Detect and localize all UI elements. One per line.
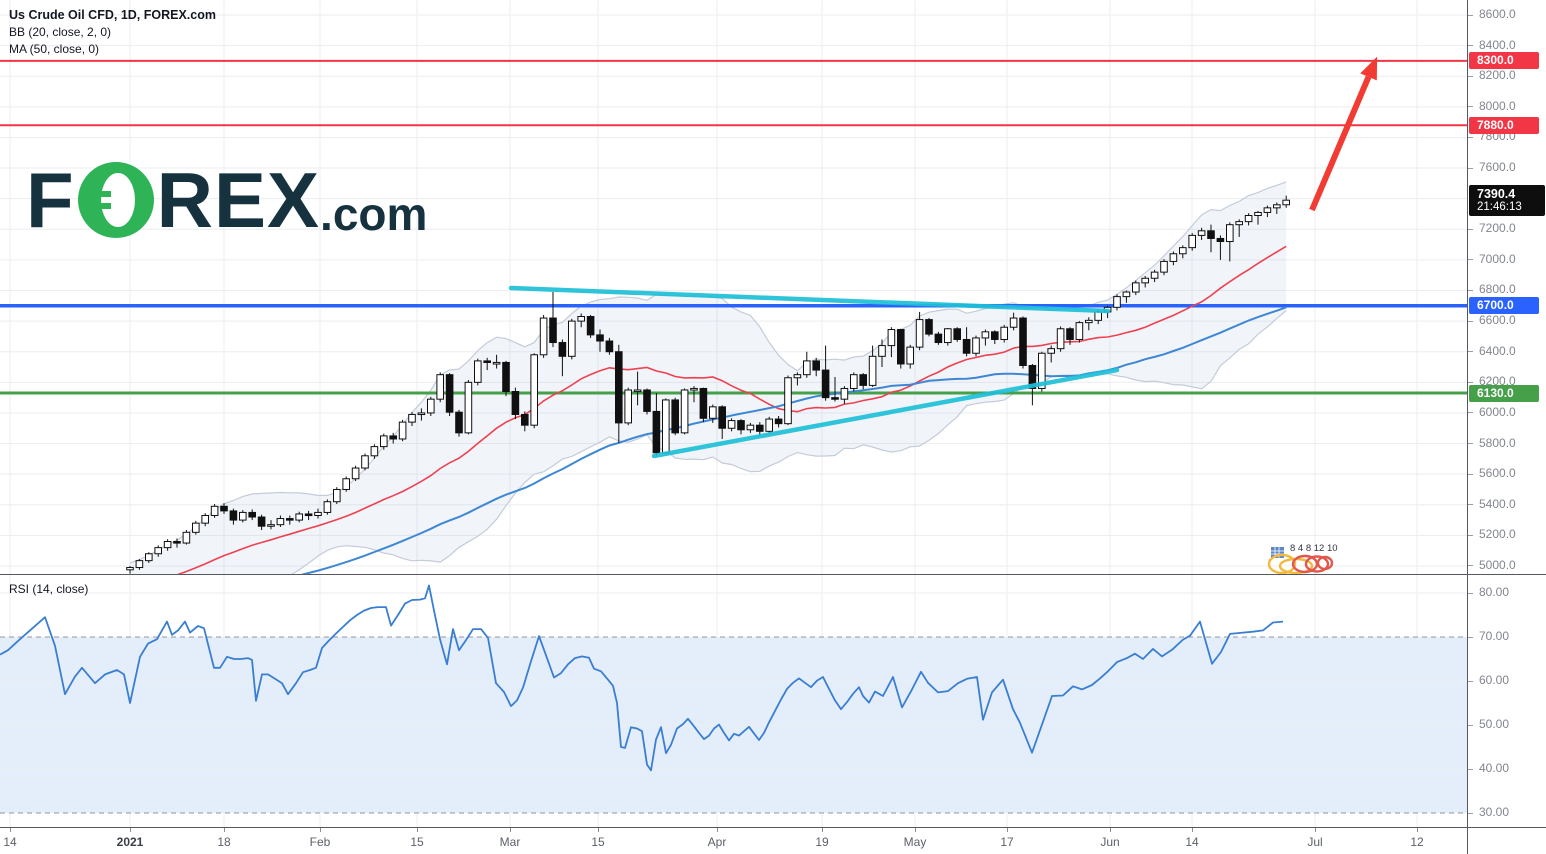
price-tick-6000: 6000.0 [1479, 404, 1516, 419]
price-tick-7200: 7200.0 [1479, 221, 1516, 236]
price-tick-6600: 6600.0 [1479, 313, 1516, 328]
price-tick-5800: 5800.0 [1479, 435, 1516, 450]
projection-arrow-head [1360, 56, 1378, 81]
time-tick-Jun: Jun [1100, 835, 1120, 849]
symbol-title[interactable]: Us Crude Oil CFD, 1D, FOREX.com [9, 8, 216, 22]
time-tick-Jul: Jul [1307, 835, 1323, 849]
forex-logo-o-icon [77, 162, 154, 238]
rsi-pane[interactable] [0, 575, 1467, 827]
price-tick-8600: 8600.0 [1479, 7, 1516, 21]
price-axis[interactable]: 8600.0 8400.0 8200.0 8000.0 7800.0 7600.0 7200… [1468, 0, 1546, 854]
horizontal-levels[interactable] [0, 59, 1467, 395]
time-tick-14: 14 [1185, 835, 1199, 849]
rsi-indicator-label[interactable]: RSI (14, close) [9, 582, 89, 596]
price-grid [0, 0, 1467, 575]
time-tick-12: 12 [1410, 835, 1424, 849]
price-level-badge-6130[interactable]: 6130.0 [1469, 384, 1539, 402]
price-level-badge-7880[interactable]: 7880.0 [1469, 116, 1539, 134]
rsi-tick-50: 50.00 [1479, 717, 1510, 731]
rsi-tick-40: 40.00 [1479, 761, 1510, 775]
current-price-badge: 7390.4 21:46:13 [1469, 185, 1545, 217]
time-tick-14: 14 [3, 835, 17, 849]
indicator-ma-label[interactable]: MA (50, close, 0) [9, 41, 100, 56]
price-axis-border [1467, 0, 1468, 854]
time-tick-2021: 2021 [116, 835, 144, 849]
time-tick-Apr: Apr [707, 835, 727, 849]
price-tick-8400: 8400.0 [1479, 37, 1516, 52]
time-tick-19: 19 [815, 835, 829, 849]
chart-legend: Us Crude Oil CFD, 1D, FOREX.com BB (20, … [9, 7, 216, 57]
price-tick-5000: 5000.0 [1479, 557, 1516, 572]
candles [126, 195, 1291, 574]
time-tick-Mar: Mar [499, 835, 521, 849]
price-pane[interactable] [0, 0, 1467, 575]
logo-letter-f: F [26, 156, 75, 244]
logo-dot-com: .com [320, 188, 428, 240]
rsi-tick-70: 70.00 [1479, 629, 1510, 643]
watermark-emblem: 8 4 8 12 10 [1267, 543, 1338, 575]
time-axis[interactable]: 14 2021 18 Feb 15 Mar 15 Apr 19 May 17 Jun 14 Jul 12 [0, 828, 1467, 854]
time-tick-May: May [903, 835, 927, 849]
rsi-tick-80: 80.00 [1479, 585, 1510, 599]
svg-text:8 4 8 12 10: 8 4 8 12 10 [1290, 543, 1338, 554]
price-tick-6400: 6400.0 [1479, 343, 1516, 358]
time-tick-17: 17 [1000, 835, 1014, 849]
projection-arrow[interactable] [1309, 75, 1372, 212]
rsi-tick-30: 30.00 [1479, 805, 1510, 819]
rsi-line [0, 584, 1284, 772]
price-tick-6800: 6800.0 [1479, 282, 1516, 297]
time-tick-18: 18 [217, 835, 231, 849]
indicator-bb-label[interactable]: BB (20, close, 2, 0) [9, 25, 112, 39]
time-tick-15: 15 [410, 835, 424, 849]
pane-separator[interactable] [0, 574, 1546, 575]
price-tick-7600: 7600.0 [1479, 160, 1516, 175]
price-tick-7000: 7000.0 [1479, 251, 1516, 266]
bb-basis-line [173, 245, 1287, 575]
price-tick-8000: 8000.0 [1479, 98, 1516, 113]
price-tick-5600: 5600.0 [1479, 466, 1516, 481]
logo-letters-rex: REX [156, 156, 321, 244]
price-tick-5200: 5200.0 [1479, 527, 1516, 542]
time-tick-15: 15 [591, 835, 605, 849]
price-tick-5400: 5400.0 [1479, 496, 1516, 511]
time-tick-Feb: Feb [309, 835, 331, 849]
time-axis-separator [0, 827, 1546, 828]
price-level-badge-6700[interactable]: 6700.0 [1469, 297, 1539, 315]
trend-line-2[interactable] [651, 367, 1120, 459]
price-tick-8200: 8200.0 [1479, 68, 1516, 83]
trend-line-1[interactable] [508, 285, 1111, 314]
rsi-tick-60: 60.00 [1479, 673, 1510, 687]
forex-logo: F REX .com [26, 160, 427, 240]
price-level-badge-8300[interactable]: 8300.0 [1469, 52, 1539, 70]
